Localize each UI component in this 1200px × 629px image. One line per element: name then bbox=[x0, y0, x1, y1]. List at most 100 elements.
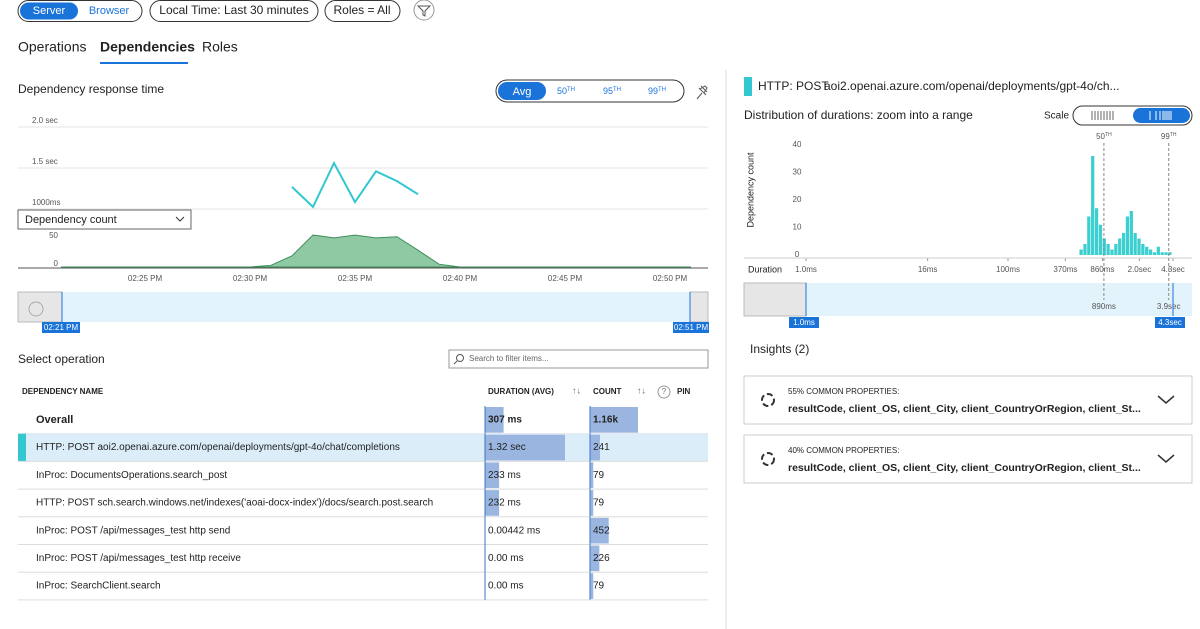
percentile-name: 50TH bbox=[1096, 132, 1112, 141]
y-tick-label: 1000ms bbox=[32, 198, 60, 207]
percentile-suffix: TH bbox=[658, 87, 666, 93]
row-name[interactable]: InProc: SearchClient.search bbox=[36, 581, 161, 592]
percentile-name: 99TH bbox=[1161, 132, 1177, 141]
insight-heading: 55% COMMON PROPERTIES: bbox=[788, 387, 899, 396]
column-header: PIN bbox=[677, 387, 691, 396]
percentile-value: 3.9sec bbox=[1157, 302, 1181, 311]
insight-heading: 40% COMMON PROPERTIES: bbox=[788, 446, 899, 455]
row-name[interactable]: InProc: POST /api/messages_test http rec… bbox=[36, 553, 241, 564]
bar bbox=[1118, 239, 1121, 256]
brush-handle[interactable] bbox=[744, 283, 806, 316]
x-tick-label: 02:30 PM bbox=[233, 274, 268, 283]
bar bbox=[1137, 239, 1140, 256]
tab[interactable]: Roles bbox=[202, 39, 238, 55]
bar bbox=[1161, 252, 1164, 255]
column-header[interactable]: DEPENDENCY NAME bbox=[22, 387, 104, 396]
count-label: 452 bbox=[593, 525, 610, 536]
row-name[interactable]: HTTP: POST sch.search.windows.net/indexe… bbox=[36, 498, 433, 509]
bar bbox=[1141, 244, 1144, 255]
bar bbox=[1079, 250, 1082, 256]
hist-brush[interactable] bbox=[744, 283, 1192, 316]
row-name[interactable]: InProc: DocumentsOperations.search_post bbox=[36, 470, 227, 481]
operation-marker bbox=[744, 77, 752, 96]
duration-label: 0.00 ms bbox=[488, 581, 524, 592]
x-tick-label: 4.3sec bbox=[1161, 265, 1185, 274]
y-tick-label: 20 bbox=[793, 195, 802, 204]
x-tick-label: 370ms bbox=[1053, 265, 1077, 274]
column-header[interactable]: DURATION (AVG) bbox=[488, 387, 554, 396]
percentile-button[interactable]: Avg bbox=[513, 86, 532, 98]
brush-handle[interactable] bbox=[18, 292, 62, 322]
operation-target: aoi2.openai.azure.com/openai/deployments… bbox=[824, 79, 1120, 93]
tab[interactable]: Operations bbox=[18, 39, 86, 55]
count-label: 226 bbox=[593, 553, 610, 564]
y-tick-label: 10 bbox=[793, 223, 802, 232]
x-tick-label: 02:40 PM bbox=[443, 274, 478, 283]
range-label: 4.3sec bbox=[1158, 318, 1182, 327]
x-tick-label: 02:25 PM bbox=[128, 274, 163, 283]
pin-icon[interactable] bbox=[697, 86, 707, 99]
row-name[interactable]: InProc: POST /api/messages_test http sen… bbox=[36, 525, 230, 536]
duration-label: 1.32 sec bbox=[488, 442, 526, 453]
range-brush[interactable] bbox=[18, 292, 708, 322]
operation-method: HTTP: POST bbox=[758, 79, 829, 93]
time-filter-label: Local Time: Last 30 minutes bbox=[159, 3, 308, 17]
bar bbox=[1122, 233, 1125, 255]
log-scale-button[interactable] bbox=[1133, 108, 1190, 123]
count-label: 79 bbox=[593, 581, 605, 592]
count-label: 79 bbox=[593, 498, 605, 509]
help-icon: ? bbox=[662, 387, 667, 396]
duration-label: 0.00442 ms bbox=[488, 525, 540, 536]
percentile-suffix: TH bbox=[1170, 132, 1177, 138]
row-name[interactable]: Overall bbox=[36, 414, 73, 426]
percentile-label: Avg bbox=[513, 86, 532, 98]
browser-label[interactable]: Browser bbox=[89, 5, 130, 17]
roles-label: Roles = All bbox=[333, 3, 390, 17]
tab[interactable]: Dependencies bbox=[100, 39, 195, 55]
insight-card[interactable] bbox=[744, 435, 1192, 483]
y-axis-label: Dependency count bbox=[745, 152, 755, 228]
bar bbox=[1091, 156, 1094, 255]
y-tick-label: 2.0 sec bbox=[32, 116, 58, 125]
bar bbox=[1126, 217, 1129, 256]
chart-title: Dependency response time bbox=[18, 82, 164, 96]
range-end: 02:51 PM bbox=[674, 323, 709, 332]
filter-button[interactable] bbox=[414, 0, 434, 20]
column-header[interactable]: COUNT bbox=[593, 387, 622, 396]
x-tick-label: 02:45 PM bbox=[548, 274, 583, 283]
x-tick-label: 16ms bbox=[918, 265, 938, 274]
y-tick-label: 1.5 sec bbox=[32, 157, 58, 166]
count-label: 1.16k bbox=[593, 414, 618, 425]
bar bbox=[1134, 233, 1137, 255]
sort-icon[interactable]: ↑↓ bbox=[572, 385, 581, 395]
x-tick-label: 860ms bbox=[1090, 265, 1114, 274]
percentile-suffix: TH bbox=[1105, 132, 1112, 138]
search-placeholder: Search to filter items... bbox=[469, 354, 549, 363]
table-title: Select operation bbox=[18, 352, 105, 366]
count-label: 241 bbox=[593, 442, 610, 453]
bar bbox=[1110, 250, 1113, 256]
insight-properties: resultCode, client_OS, client_City, clie… bbox=[788, 403, 1141, 415]
brush-handle[interactable] bbox=[690, 292, 708, 322]
range-label: 1.0ms bbox=[793, 318, 815, 327]
percentile-label: 95 bbox=[603, 86, 613, 96]
bar bbox=[1157, 247, 1160, 255]
bar bbox=[1114, 244, 1117, 255]
bar bbox=[1164, 252, 1167, 255]
dropdown-label: Dependency count bbox=[25, 214, 117, 226]
sort-icon[interactable]: ↑↓ bbox=[637, 385, 646, 395]
y-tick-label: 40 bbox=[793, 140, 802, 149]
x-axis-label: Duration bbox=[748, 264, 782, 274]
bar bbox=[1095, 208, 1098, 255]
row-name[interactable]: HTTP: POST aoi2.openai.azure.com/openai/… bbox=[36, 442, 400, 453]
bar bbox=[1087, 217, 1090, 256]
server-label: Server bbox=[33, 5, 66, 17]
x-tick-label: 1.0ms bbox=[795, 265, 817, 274]
percentile-label: 99 bbox=[648, 86, 658, 96]
response-line bbox=[292, 163, 418, 207]
y-tick-label: 50 bbox=[49, 231, 58, 240]
insight-card[interactable] bbox=[744, 376, 1192, 424]
insights-title: Insights (2) bbox=[750, 342, 809, 356]
